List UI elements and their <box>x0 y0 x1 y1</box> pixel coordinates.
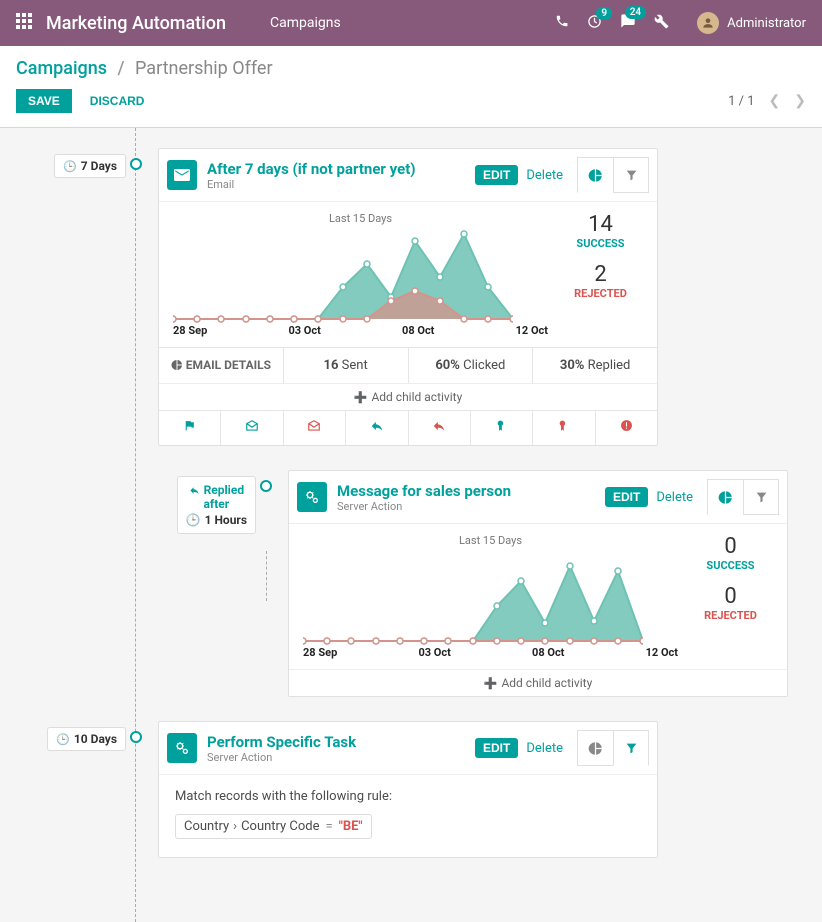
activity-row-3: 🕒 10 Days Perform Specific Task Server A… <box>0 721 822 858</box>
phone-icon[interactable] <box>555 14 569 32</box>
email-details-header: EMAIL DETAILS <box>171 358 271 372</box>
email-icon <box>167 160 197 190</box>
gears-icon <box>167 733 197 763</box>
apps-grid-icon[interactable] <box>16 13 32 34</box>
add-child-2[interactable]: ➕Add child activity <box>289 669 787 696</box>
timeline-line-child <box>266 551 267 601</box>
activity-subtitle-3: Server Action <box>207 751 475 764</box>
edit-button-3[interactable]: EDIT <box>475 738 518 758</box>
pager-text: 1 / 1 <box>728 94 754 109</box>
activity-card-1: After 7 days (if not partner yet) Email … <box>158 148 658 446</box>
pager: 1 / 1 ❮ ❯ <box>728 93 806 109</box>
action-flag-icon[interactable] <box>159 411 221 445</box>
menu-campaigns[interactable]: Campaigns <box>270 15 341 31</box>
action-reply-icon[interactable] <box>346 411 408 445</box>
gears-icon <box>297 482 327 512</box>
action-error-icon[interactable] <box>596 411 657 445</box>
action-reply-fail-icon[interactable] <box>409 411 471 445</box>
tools-icon[interactable] <box>654 14 669 33</box>
action-click-icon[interactable] <box>471 411 533 445</box>
action-mail-bounce-icon[interactable] <box>284 411 346 445</box>
activity-title-3: Perform Specific Task <box>207 733 475 751</box>
subheader: Campaigns / Partnership Offer SAVE DISCA… <box>0 46 822 128</box>
activity-card-2: Message for sales person Server Action E… <box>288 470 788 697</box>
pager-prev-icon[interactable]: ❮ <box>769 93 781 109</box>
success-count-2: 0 <box>688 534 773 559</box>
time-label-3: 10 Days <box>74 732 117 746</box>
plus-icon: ➕ <box>484 677 498 690</box>
tab-filter-icon[interactable] <box>743 479 779 515</box>
time-pill-3: 🕒 10 Days <box>47 727 126 751</box>
timeline-dot <box>260 480 272 492</box>
axis-labels-1: 28 Sep 03 Oct 08 Oct 12 Oct <box>173 324 548 337</box>
tab-chart-icon[interactable] <box>707 479 743 515</box>
success-label: SUCCESS <box>558 237 643 250</box>
delete-button-1[interactable]: Delete <box>526 168 563 183</box>
chevron-right-icon: › <box>233 819 237 834</box>
tab-chart-icon[interactable] <box>577 157 613 193</box>
activity-subtitle-2: Server Action <box>337 500 605 513</box>
activity-title-1: After 7 days (if not partner yet) <box>207 160 475 178</box>
chart-caption-1: Last 15 Days <box>173 212 548 225</box>
breadcrumb: Campaigns / Partnership Offer <box>16 58 806 79</box>
rejected-count-2: 0 <box>688 584 773 609</box>
notif-count-1: 9 <box>596 7 612 20</box>
chart-1 <box>173 229 513 324</box>
user-menu[interactable]: Administrator <box>697 12 806 34</box>
reply-pill: Replied after 🕒1 Hours <box>177 476 256 534</box>
activity-subtitle-1: Email <box>207 178 475 191</box>
rejected-label: REJECTED <box>558 287 643 300</box>
clock-icon: 🕒 <box>56 733 70 746</box>
activity-card-3: Perform Specific Task Server Action EDIT… <box>158 721 658 858</box>
timeline-line <box>135 128 136 922</box>
success-label: SUCCESS <box>688 559 773 572</box>
action-icons-row <box>159 410 657 445</box>
rule-chip[interactable]: Country › Country Code = "BE" <box>175 814 372 839</box>
clock-icon: 🕒 <box>186 513 201 527</box>
breadcrumb-leaf: Partnership Offer <box>135 58 273 79</box>
delete-button-3[interactable]: Delete <box>526 741 563 756</box>
action-mail-open-icon[interactable] <box>221 411 283 445</box>
pager-next-icon[interactable]: ❯ <box>794 93 806 109</box>
timeline-dot <box>130 731 142 743</box>
delete-button-2[interactable]: Delete <box>656 490 693 505</box>
tab-filter-icon[interactable] <box>613 157 649 193</box>
time-pill-1: 🕒 7 Days <box>54 154 126 178</box>
plus-icon: ➕ <box>354 391 368 404</box>
clock-icon: 🕒 <box>63 160 77 173</box>
chat-notif-icon[interactable]: 24 <box>620 13 636 33</box>
activity-row-2: Replied after 🕒1 Hours Message for sales… <box>0 470 822 697</box>
notif-count-2: 24 <box>625 6 646 19</box>
add-child-1[interactable]: ➕Add child activity <box>159 383 657 410</box>
breadcrumb-root[interactable]: Campaigns <box>16 58 107 79</box>
axis-labels-2: 28 Sep 03 Oct 08 Oct 12 Oct <box>303 646 678 659</box>
chart-caption-2: Last 15 Days <box>303 534 678 547</box>
edit-button-2[interactable]: EDIT <box>605 487 648 507</box>
time-label-1: 7 Days <box>81 159 117 173</box>
chart-2 <box>303 551 643 646</box>
timeline-dot <box>130 158 142 170</box>
email-details-row: EMAIL DETAILS 16 Sent 60% Clicked 30% Re… <box>159 347 657 383</box>
clock-notif-icon[interactable]: 9 <box>587 14 602 33</box>
action-click-fail-icon[interactable] <box>533 411 595 445</box>
topbar: Marketing Automation Campaigns 9 24 Admi… <box>0 0 822 46</box>
tab-filter-icon[interactable] <box>613 730 649 766</box>
discard-button[interactable]: DISCARD <box>78 89 157 113</box>
edit-button-1[interactable]: EDIT <box>475 165 518 185</box>
activity-title-2: Message for sales person <box>337 482 605 500</box>
filter-rule-text: Match records with the following rule: <box>175 789 641 804</box>
rejected-count-1: 2 <box>558 262 643 287</box>
avatar-icon <box>697 12 719 34</box>
user-name: Administrator <box>727 16 806 31</box>
success-count-1: 14 <box>558 212 643 237</box>
tab-chart-icon[interactable] <box>577 730 613 766</box>
save-button[interactable]: SAVE <box>16 89 72 113</box>
brand-title: Marketing Automation <box>46 13 226 34</box>
activity-row-1: 🕒 7 Days After 7 days (if not partner ye… <box>0 148 822 446</box>
rejected-label: REJECTED <box>688 609 773 622</box>
